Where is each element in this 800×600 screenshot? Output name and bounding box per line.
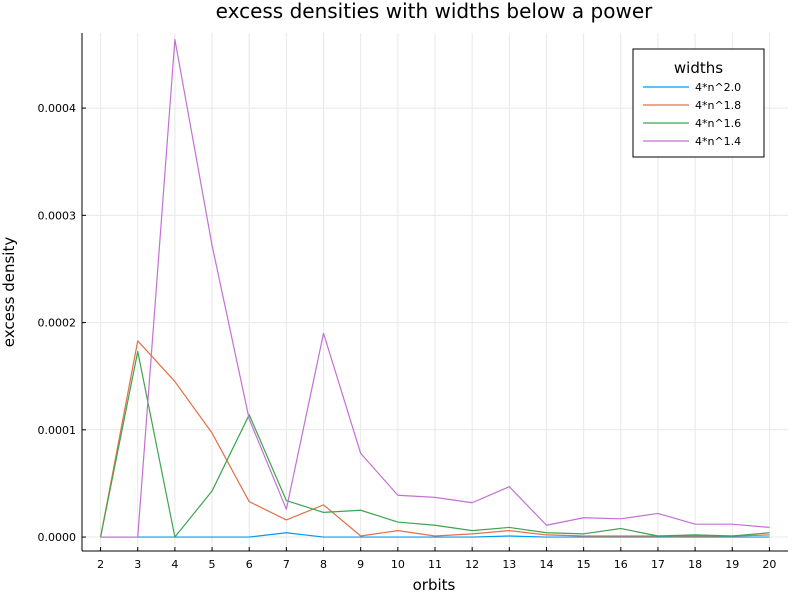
x-tick-label: 7 (283, 558, 290, 571)
x-tick-label: 4 (171, 558, 178, 571)
series-lines (99, 38, 770, 538)
x-tick-label: 5 (209, 558, 216, 571)
series-line-4 (100, 38, 770, 538)
x-tick-label: 8 (320, 558, 327, 571)
legend-label: 4*n^1.4 (695, 135, 741, 148)
x-tick-label: 2 (97, 558, 104, 571)
x-axis-label: orbits (413, 576, 456, 594)
x-tick-label: 19 (725, 558, 739, 571)
x-tick-label: 9 (357, 558, 364, 571)
x-tick-label: 11 (428, 558, 442, 571)
legend-label: 4*n^1.8 (695, 99, 741, 112)
axes: 2 3 4 5 6 7 8 9 10 11 12 13 14 15 16 17 18 19 20 0.0000 0.00… (38, 33, 788, 571)
x-tick-label: 16 (614, 558, 628, 571)
y-tick-label: 0.0000 (38, 531, 77, 544)
y-tick-label: 0.0001 (38, 424, 77, 437)
x-tick-label: 6 (246, 558, 253, 571)
x-tick-label: 3 (134, 558, 141, 571)
x-tick-label: 17 (651, 558, 665, 571)
y-tick-label: 0.0003 (38, 209, 77, 222)
y-axis-label: excess density (0, 237, 18, 348)
x-tick-label: 12 (465, 558, 479, 571)
x-tick-label: 14 (539, 558, 553, 571)
y-tick-label: 0.0004 (38, 102, 77, 115)
x-tick-label: 18 (688, 558, 702, 571)
legend-label: 4*n^2.0 (695, 81, 741, 94)
x-tick-label: 13 (502, 558, 516, 571)
legend: widths 4*n^2.0 4*n^1.8 4*n^1.6 4*n^1.4 (632, 48, 765, 158)
legend-title: widths (674, 59, 723, 77)
legend-box (632, 48, 765, 158)
chart-title: excess densities with widths below a pow… (216, 0, 653, 23)
series-line-3 (99, 350, 770, 538)
y-tick-label: 0.0002 (38, 317, 77, 330)
x-tick-label: 20 (762, 558, 776, 571)
x-tick-label: 10 (391, 558, 405, 571)
legend-label: 4*n^1.6 (695, 117, 741, 130)
series-line-1 (100, 532, 770, 538)
x-tick-label: 15 (577, 558, 591, 571)
